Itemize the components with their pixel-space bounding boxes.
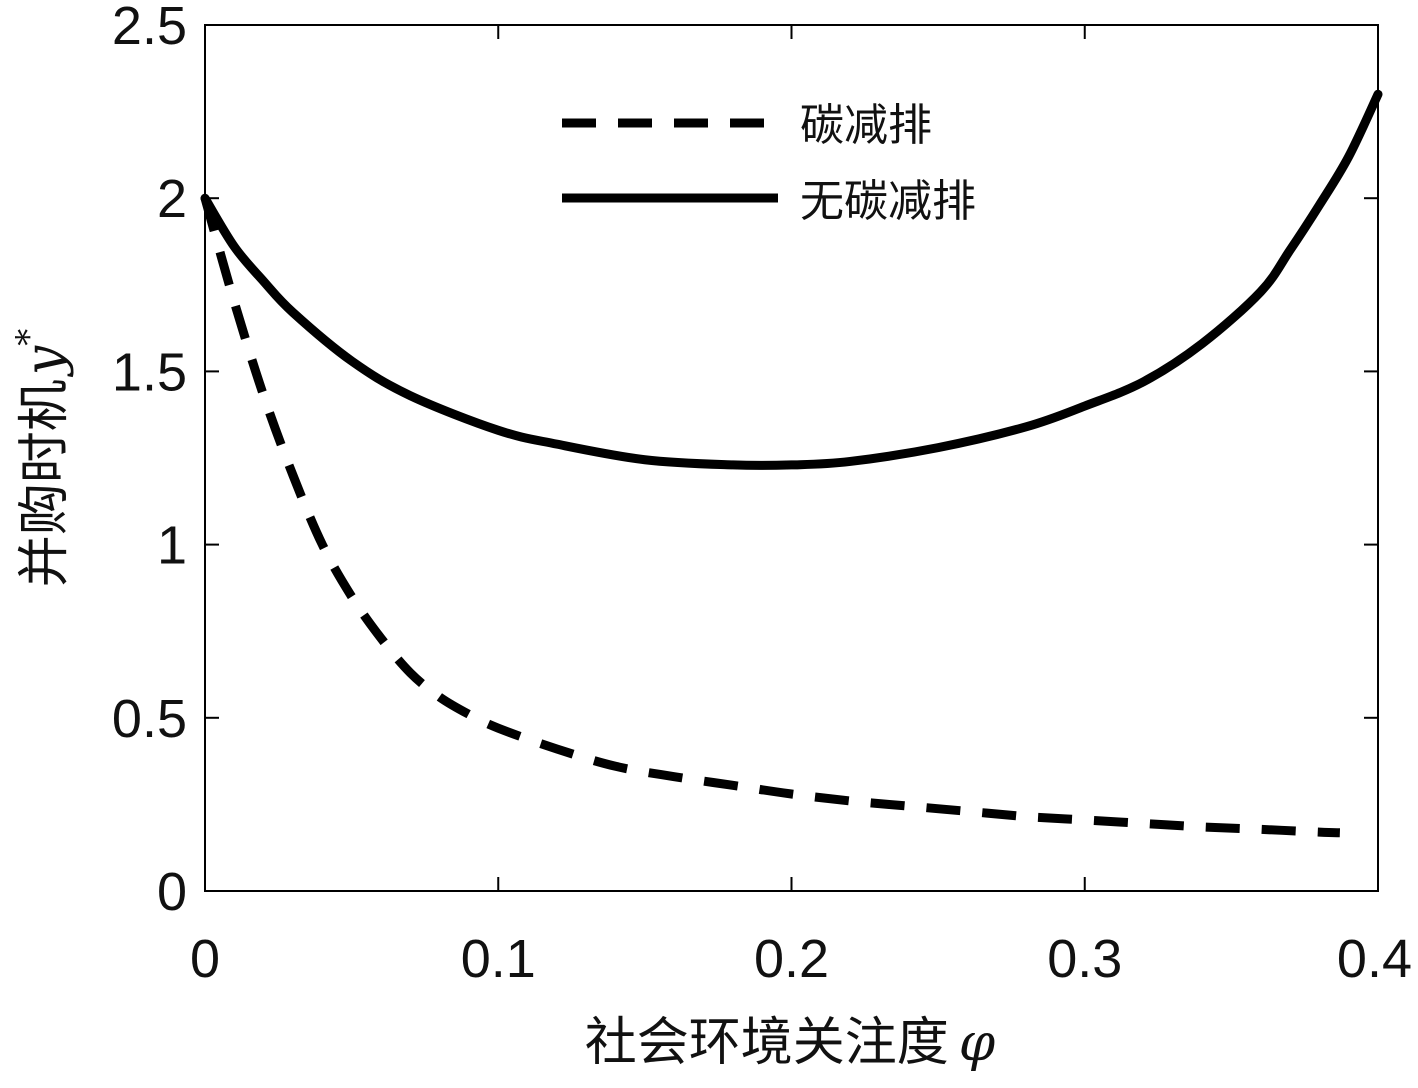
y-tick-label: 0.5 [112, 689, 187, 749]
x-tick-label: 0.3 [1047, 929, 1122, 989]
series-line-1 [200, 196, 1341, 838]
y-axis-ticks: 0 0.5 1 1.5 2 2.5 [112, 0, 1378, 922]
legend: 碳减排 无碳减排 [562, 101, 976, 226]
y-tick-label: 2 [157, 169, 187, 229]
x-tick-label: 0.1 [461, 929, 536, 989]
plot-area [204, 24, 1379, 892]
y-tick-label: 2.5 [112, 0, 187, 56]
y-tick-label: 1.5 [112, 342, 187, 402]
x-tick-label: 0.2 [754, 929, 829, 989]
y-tick-label: 1 [157, 516, 187, 576]
legend-label-series-2: 无碳减排 [800, 177, 976, 226]
x-axis-title: 社会环境关注度 φ [585, 1013, 996, 1073]
series-layer [200, 89, 1383, 838]
x-tick-label: 0 [190, 929, 220, 989]
y-tick-label: 0 [157, 862, 187, 922]
legend-label-series-1: 碳减排 [800, 101, 932, 150]
x-tick-label: 0.4 [1337, 929, 1412, 989]
x-axis-ticks: 0 0.1 0.2 0.3 0.4 [190, 25, 1412, 989]
series-line-2 [200, 89, 1383, 470]
y-axis-title: 并购时机y* [9, 329, 75, 587]
